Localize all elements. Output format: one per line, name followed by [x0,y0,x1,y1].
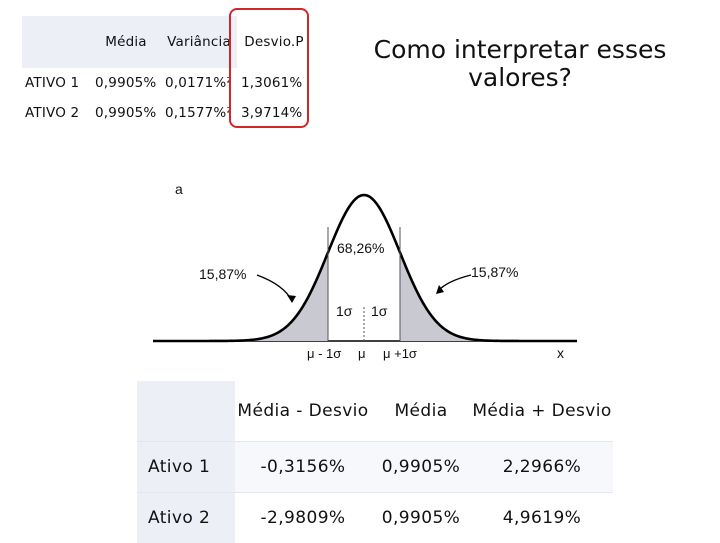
range-cell-plus: 2,2966% [471,441,613,492]
axis-mu-plus-label: μ +1σ [383,346,417,361]
range-header-media: Média [371,381,471,441]
right-tail-arrow [437,274,472,292]
summary-cell-desvio: 3,9714% [237,98,311,128]
summary-row: ATIVO 2 0,9905% 0,1577%² 3,9714% [22,98,311,128]
summary-table: Média Variância Desvio.P ATIVO 1 0,9905%… [22,16,311,128]
summary-cell-media: 0,9905% [91,98,161,128]
range-row: Ativo 2 -2,9809% 0,9905% 4,9619% [137,492,613,543]
axis-mu-minus-label: μ - 1σ [307,346,341,361]
range-cell-plus: 4,9619% [471,492,613,543]
left-tail-arrowhead [287,295,296,303]
left-tail-arrow [256,274,293,302]
right-tail-area [400,252,577,341]
range-table: Média - Desvio Média Média + Desvio Ativ… [137,381,613,543]
normal-distribution-figure: a 68,26% 15,87% 15,87% 1σ 1σ μ - 1σ μ μ … [153,181,577,361]
axis-mu-label: μ [358,346,366,361]
summary-cell-media: 0,9905% [91,68,161,98]
right-tail-arrowhead [436,285,444,294]
sigma-left-label: 1σ [336,303,353,319]
summary-header-corner [22,16,91,68]
question-heading: Como interpretar esses valores? [373,35,667,92]
left-tail-percentage: 15,87% [199,266,246,282]
summary-cell-variancia: 0,1577%² [161,98,237,128]
range-cell-minus: -0,3156% [235,441,371,492]
range-header-minus: Média - Desvio [235,381,371,441]
range-cell-media: 0,9905% [371,492,471,543]
desvio-highlight-box [229,8,309,128]
summary-row-label: ATIVO 1 [22,68,91,98]
bell-curve [153,193,577,343]
axis-x-label: x [557,345,564,361]
panel-label: a [175,181,183,197]
range-cell-minus: -2,9809% [235,492,371,543]
left-tail-area [153,252,328,341]
summary-header-row: Média Variância Desvio.P [22,16,311,68]
range-header-corner [137,381,235,441]
range-header-row: Média - Desvio Média Média + Desvio [137,381,613,441]
range-row-label: Ativo 2 [137,492,235,543]
summary-cell-variancia: 0,0171%² [161,68,237,98]
summary-row-label: ATIVO 2 [22,98,91,128]
summary-header-variancia: Variância [161,16,237,68]
range-row: Ativo 1 -0,3156% 0,9905% 2,2966% [137,441,613,492]
sigma-right-label: 1σ [371,303,388,319]
center-percentage: 68,26% [337,240,384,256]
range-cell-media: 0,9905% [371,441,471,492]
summary-row: ATIVO 1 0,9905% 0,0171%² 1,3061% [22,68,311,98]
summary-header-desvio: Desvio.P [237,16,311,68]
right-tail-percentage: 15,87% [471,264,518,280]
range-row-label: Ativo 1 [137,441,235,492]
summary-cell-desvio: 1,3061% [237,68,311,98]
summary-header-media: Média [91,16,161,68]
range-header-plus: Média + Desvio [471,381,613,441]
